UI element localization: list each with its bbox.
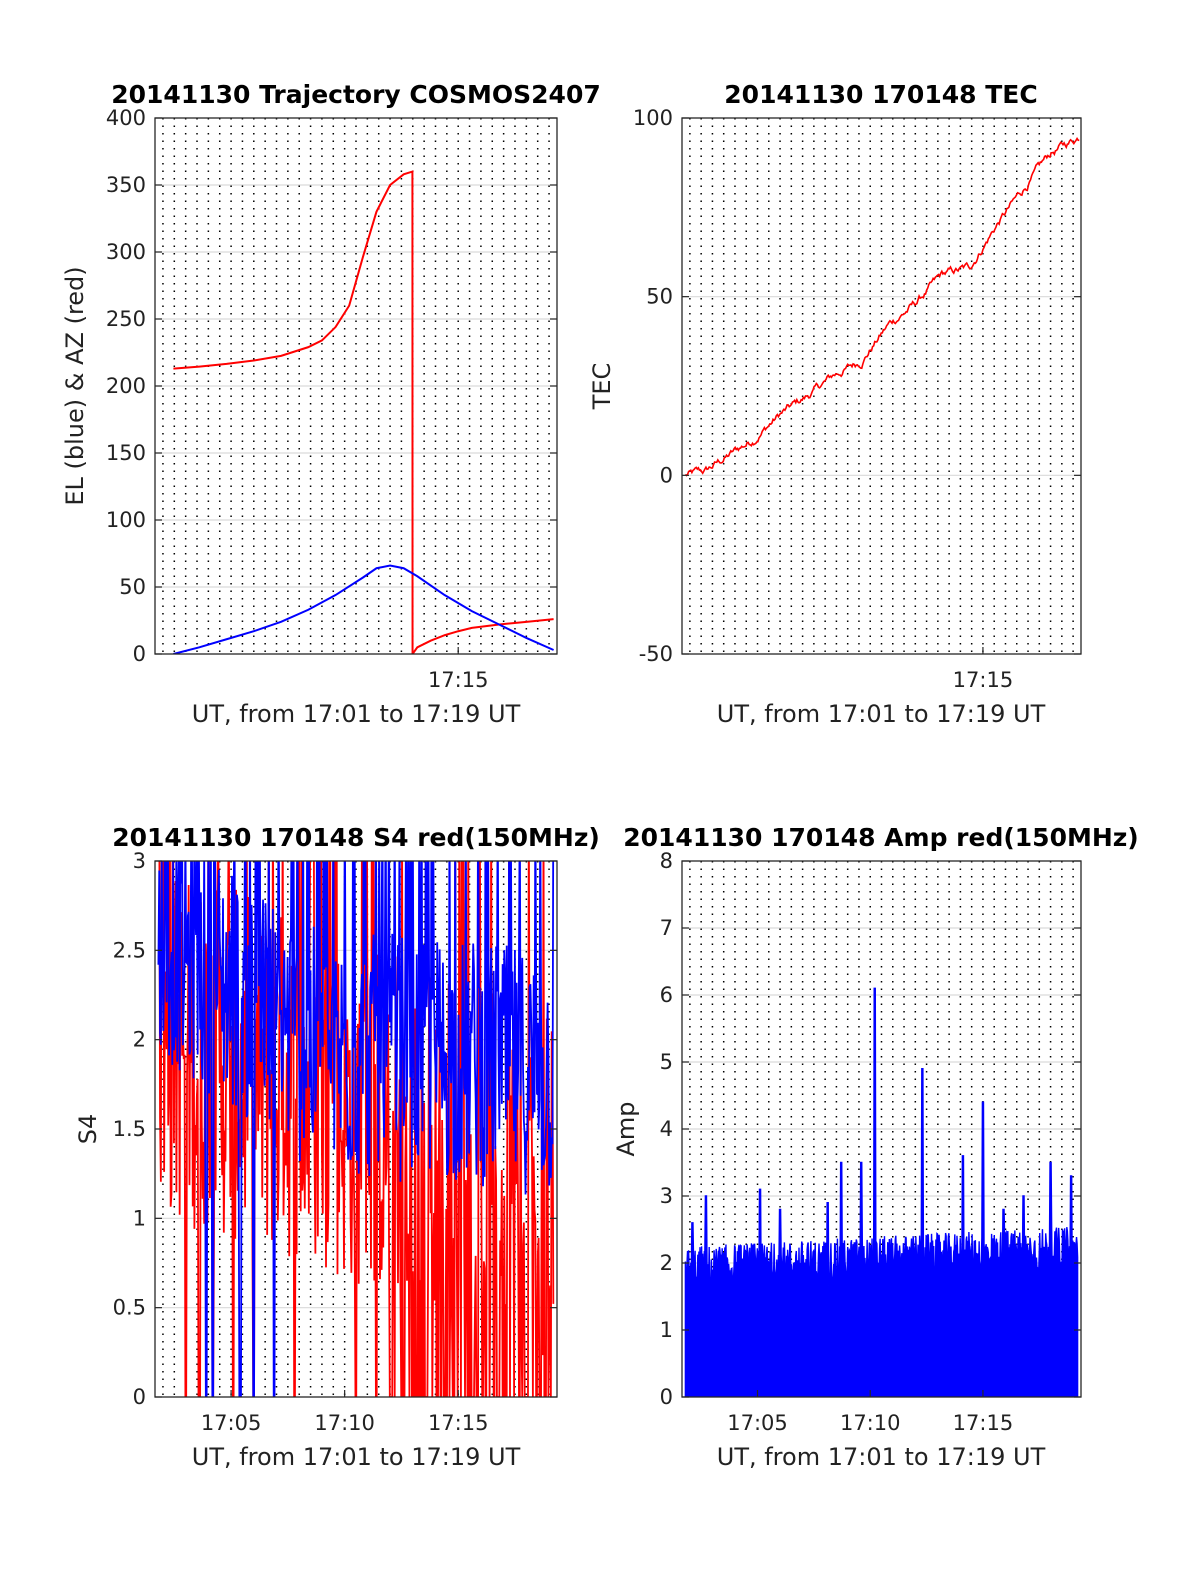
x-tick-label: 17:15 [953,1411,1014,1435]
y-tick-label: 100 [633,106,673,130]
tick-labels: 0 0.5 1 1.5 2 2.5 3 17:05 17:10 17:15 [113,849,557,1435]
x-axis-label: UT, from 17:01 to 17:19 UT [717,1443,1046,1471]
y-tick-label: 350 [106,173,146,197]
y-axis-label: Amp [612,1101,640,1156]
x-axis-label: UT, from 17:01 to 17:19 UT [717,700,1046,728]
y-tick-label: 2 [660,1251,673,1275]
grid [155,118,557,654]
chart-title: 20141130 170148 S4 red(150MHz) [112,823,600,852]
y-tick-label: 3 [133,849,146,873]
series-group [684,137,1080,477]
y-tick-label: 200 [106,374,146,398]
y-tick-label: 5 [660,1050,673,1074]
x-tick-label: 17:15 [953,668,1014,692]
y-tick-label: 4 [660,1117,673,1141]
x-tick-label: 17:10 [314,1411,375,1435]
y-tick-label: 0 [660,463,673,487]
y-tick-label: 6 [660,983,673,1007]
series-line [157,861,555,1397]
x-tick-label: 17:15 [428,668,489,692]
panel-trajectory: 0 50 100 150 200 250 300 350 400 17:15 20141130 T… [61,80,601,728]
y-tick-label: 0 [133,1385,146,1409]
plot-area [682,118,1081,654]
tick-labels: 0 1 2 3 4 5 6 7 8 17:05 17:10 17:15 [660,849,1081,1435]
y-tick-label: 1 [133,1206,146,1230]
y-tick-label: 300 [106,240,146,264]
y-tick-label: 8 [660,849,673,873]
y-axis-label: EL (blue) & AZ (red) [61,266,89,505]
y-tick-label: 100 [106,508,146,532]
series-group [157,861,555,1397]
grid [682,118,1081,654]
x-tick-label: 17:15 [428,1411,489,1435]
y-tick-label: 2 [133,1028,146,1052]
y-tick-label: -50 [639,642,673,666]
y-tick-label: 400 [106,106,146,130]
y-tick-label: 0 [660,1385,673,1409]
y-tick-label: 150 [106,441,146,465]
panel-s4: 0 0.5 1 1.5 2 2.5 3 17:05 17:10 17:15 20141130 17… [74,823,600,1471]
tick-labels: 0 50 100 150 200 250 300 350 400 17:15 [106,106,557,692]
y-tick-label: 2.5 [113,938,146,962]
chart-title: 20141130 170148 Amp red(150MHz) [623,823,1139,852]
y-tick-label: 7 [660,916,673,940]
y-tick-label: 3 [660,1184,673,1208]
y-tick-label: 50 [646,285,673,309]
axes-frame [681,117,1082,655]
panel-amp: 0 1 2 3 4 5 6 7 8 17:05 17:10 17:15 20141130 170148… [612,823,1139,1471]
y-tick-label: 1 [660,1318,673,1342]
series-line [173,564,554,654]
series-group [173,170,554,654]
x-tick-label: 17:10 [840,1411,901,1435]
x-axis-label: UT, from 17:01 to 17:19 UT [192,700,521,728]
y-axis-label: TEC [588,363,616,411]
x-tick-label: 17:05 [727,1411,788,1435]
chart-title: 20141130 Trajectory COSMOS2407 [111,80,601,109]
series-line [684,137,1080,477]
series-line [173,170,554,654]
chart-title: 20141130 170148 TEC [724,80,1037,109]
panel-tec: -50 0 50 100 17:15 20141130 170148 TEC UT, f… [588,80,1082,728]
y-tick-label: 1.5 [113,1117,146,1141]
y-tick-label: 0.5 [113,1296,146,1320]
series-group [684,987,1079,1397]
x-axis-label: UT, from 17:01 to 17:19 UT [192,1443,521,1471]
y-axis-label: S4 [74,1114,102,1145]
y-tick-label: 50 [119,575,146,599]
y-tick-label: 250 [106,307,146,331]
y-tick-label: 0 [133,642,146,666]
x-tick-label: 17:05 [201,1411,262,1435]
tick-labels: -50 0 50 100 17:15 [633,106,1081,692]
series-area [684,987,1079,1397]
